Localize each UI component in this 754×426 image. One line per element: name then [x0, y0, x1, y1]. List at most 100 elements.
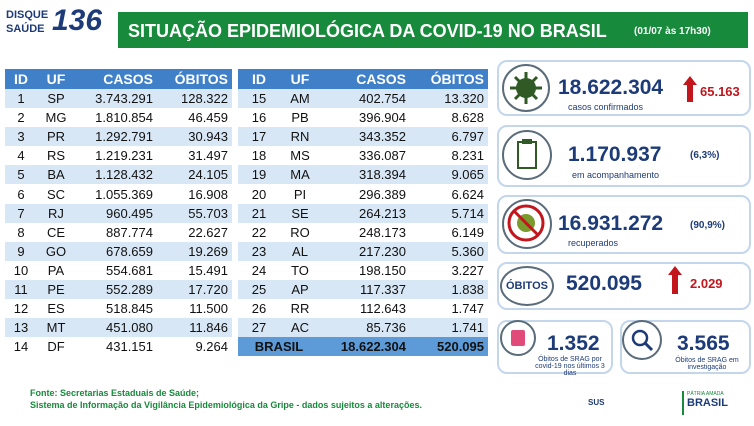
table-cell: 7 [5, 203, 37, 223]
total-cell: 18.622.304 [320, 337, 410, 357]
table-row: 22 RO 248.173 6.149 [238, 223, 488, 242]
table-cell: 960.495 [75, 203, 157, 223]
table-cell: 85.736 [320, 318, 410, 338]
table-cell: SC [46, 186, 66, 202]
table-cell: 554.681 [106, 262, 153, 278]
table-cell: TO [291, 262, 309, 278]
table-row: 16 PB 396.904 8.628 [238, 108, 488, 127]
logo-number: 136 [52, 4, 103, 37]
table-cell: 13 [5, 318, 37, 338]
table-cell: AC [280, 318, 320, 338]
table-cell: 518.845 [106, 301, 153, 317]
table-row: 11 PE 552.289 17.720 [5, 279, 232, 300]
clipboard-icon [517, 139, 537, 169]
logo: DISQUE SAÚDE 136 [4, 4, 110, 42]
table-cell: RR [290, 301, 310, 317]
table-cell: MG [45, 110, 67, 126]
table-cell: 1.741 [410, 318, 488, 338]
card-label: recuperados [568, 238, 619, 248]
table-cell: 16 [251, 110, 267, 126]
sus-logo: SUS [588, 398, 605, 407]
table-cell: 46.459 [188, 110, 228, 126]
data-table: ID UF CASOS ÓBITOS 15 AM 402.754 13.320 16 PB 396.… [238, 69, 488, 357]
table-cell: 1.838 [410, 279, 488, 300]
table-cell: 1.747 [451, 301, 484, 317]
footer-source: Fonte: Secretarias Estaduais de Saúde; [30, 388, 200, 398]
table-cell: 17.720 [157, 279, 232, 300]
table-row: 21 SE 264.213 5.714 [238, 203, 488, 223]
up-arrow [668, 266, 682, 294]
table-row: 18 MS 336.087 8.231 [238, 146, 488, 165]
table-row: 7 RJ 960.495 55.703 [5, 203, 232, 223]
table-cell: 11.500 [189, 301, 228, 317]
table-cell: 3.227 [451, 262, 484, 278]
table-cell: 6.149 [451, 224, 484, 240]
table-cell: 1.292.791 [75, 127, 157, 147]
table-row: 15 AM 402.754 13.320 [238, 89, 488, 109]
table-cell: 1.810.854 [95, 110, 153, 126]
table-cell: 8.628 [451, 110, 484, 126]
table-cell: MS [290, 148, 310, 164]
table-cell: 248.173 [359, 224, 406, 240]
table-cell: 2 [17, 110, 25, 126]
table-cell: 10 [13, 262, 29, 278]
table-cell: 14 [13, 339, 29, 355]
table-cell: 26 [251, 301, 267, 317]
table-cell: 13.320 [410, 89, 488, 109]
card-value: 18.622.304 [558, 76, 664, 99]
card-change: 2.029 [690, 276, 723, 291]
table-cell: AL [280, 241, 320, 261]
table-row: 26 RR 112.643 1.747 [238, 299, 488, 318]
table-cell: 55.703 [157, 203, 232, 223]
table-cell: RJ [37, 203, 75, 223]
table-cell: 343.352 [320, 127, 410, 147]
table-row: 3 PR 1.292.791 30.943 [5, 127, 232, 147]
calendar-icon [511, 330, 525, 346]
title-bar: SITUAÇÃO EPIDEMIOLÓGICA DA COVID-19 NO B… [118, 12, 748, 48]
card-percent: (6,3%) [690, 150, 720, 161]
card-label: em acompanhamento [572, 170, 660, 180]
icon [622, 320, 662, 360]
table-cell: 3.743.291 [75, 89, 157, 109]
table-cell: AP [280, 279, 320, 300]
data-table: ID UF CASOS ÓBITOS 1 SP 3.743.291 128.322 2 MG 1.8… [5, 69, 232, 356]
table-row: 17 RN 343.352 6.797 [238, 127, 488, 147]
table-cell: 6.624 [451, 186, 484, 202]
column-header: UF [37, 69, 75, 89]
logo-bottom: SAÚDE [6, 23, 45, 35]
table-cell: 678.659 [75, 241, 157, 261]
table-cell: GO [37, 241, 75, 261]
table-cell: AM [280, 89, 320, 109]
table-row: 8 CE 887.774 22.627 [5, 223, 232, 242]
table-cell: 1.055.369 [95, 186, 153, 202]
card-value: 520.095 [566, 272, 642, 295]
recovered-icon [507, 204, 545, 242]
column-header: ÓBITOS [157, 69, 232, 89]
table-cell: BA [37, 165, 75, 185]
card-value: 1.352 [547, 332, 600, 355]
card-label: Óbitos de SRAG em investigação [675, 357, 739, 371]
table-cell: 887.774 [106, 224, 153, 240]
table-row: 5 BA 1.128.432 24.105 [5, 165, 232, 185]
table-cell: ES [47, 301, 65, 317]
up-arrow [683, 76, 697, 102]
table-row: 19 MA 318.394 9.065 [238, 165, 488, 185]
table-cell: 19 [238, 165, 280, 185]
table-cell: 9.065 [410, 165, 488, 185]
table-cell: RS [46, 148, 66, 164]
table-cell: 11.846 [157, 318, 232, 338]
table-row: 6 SC 1.055.369 16.908 [5, 184, 232, 203]
table-row: 4 RS 1.219.231 31.497 [5, 146, 232, 165]
title: SITUAÇÃO EPIDEMIOLÓGICA DA COVID-19 NO B… [128, 21, 607, 41]
card-change: 65.163 [700, 84, 740, 99]
table-cell: 1.128.432 [75, 165, 157, 185]
table-cell: PI [293, 186, 307, 202]
icon [500, 320, 536, 356]
card-label: casos confirmados [568, 102, 644, 112]
column-header: ID [238, 69, 280, 89]
table-cell: 1 [5, 89, 37, 109]
table-cell: MA [280, 165, 320, 185]
card-percent: (90,9%) [690, 220, 726, 231]
footer-system: Sistema de Informação da Vigilância Epid… [30, 400, 422, 410]
